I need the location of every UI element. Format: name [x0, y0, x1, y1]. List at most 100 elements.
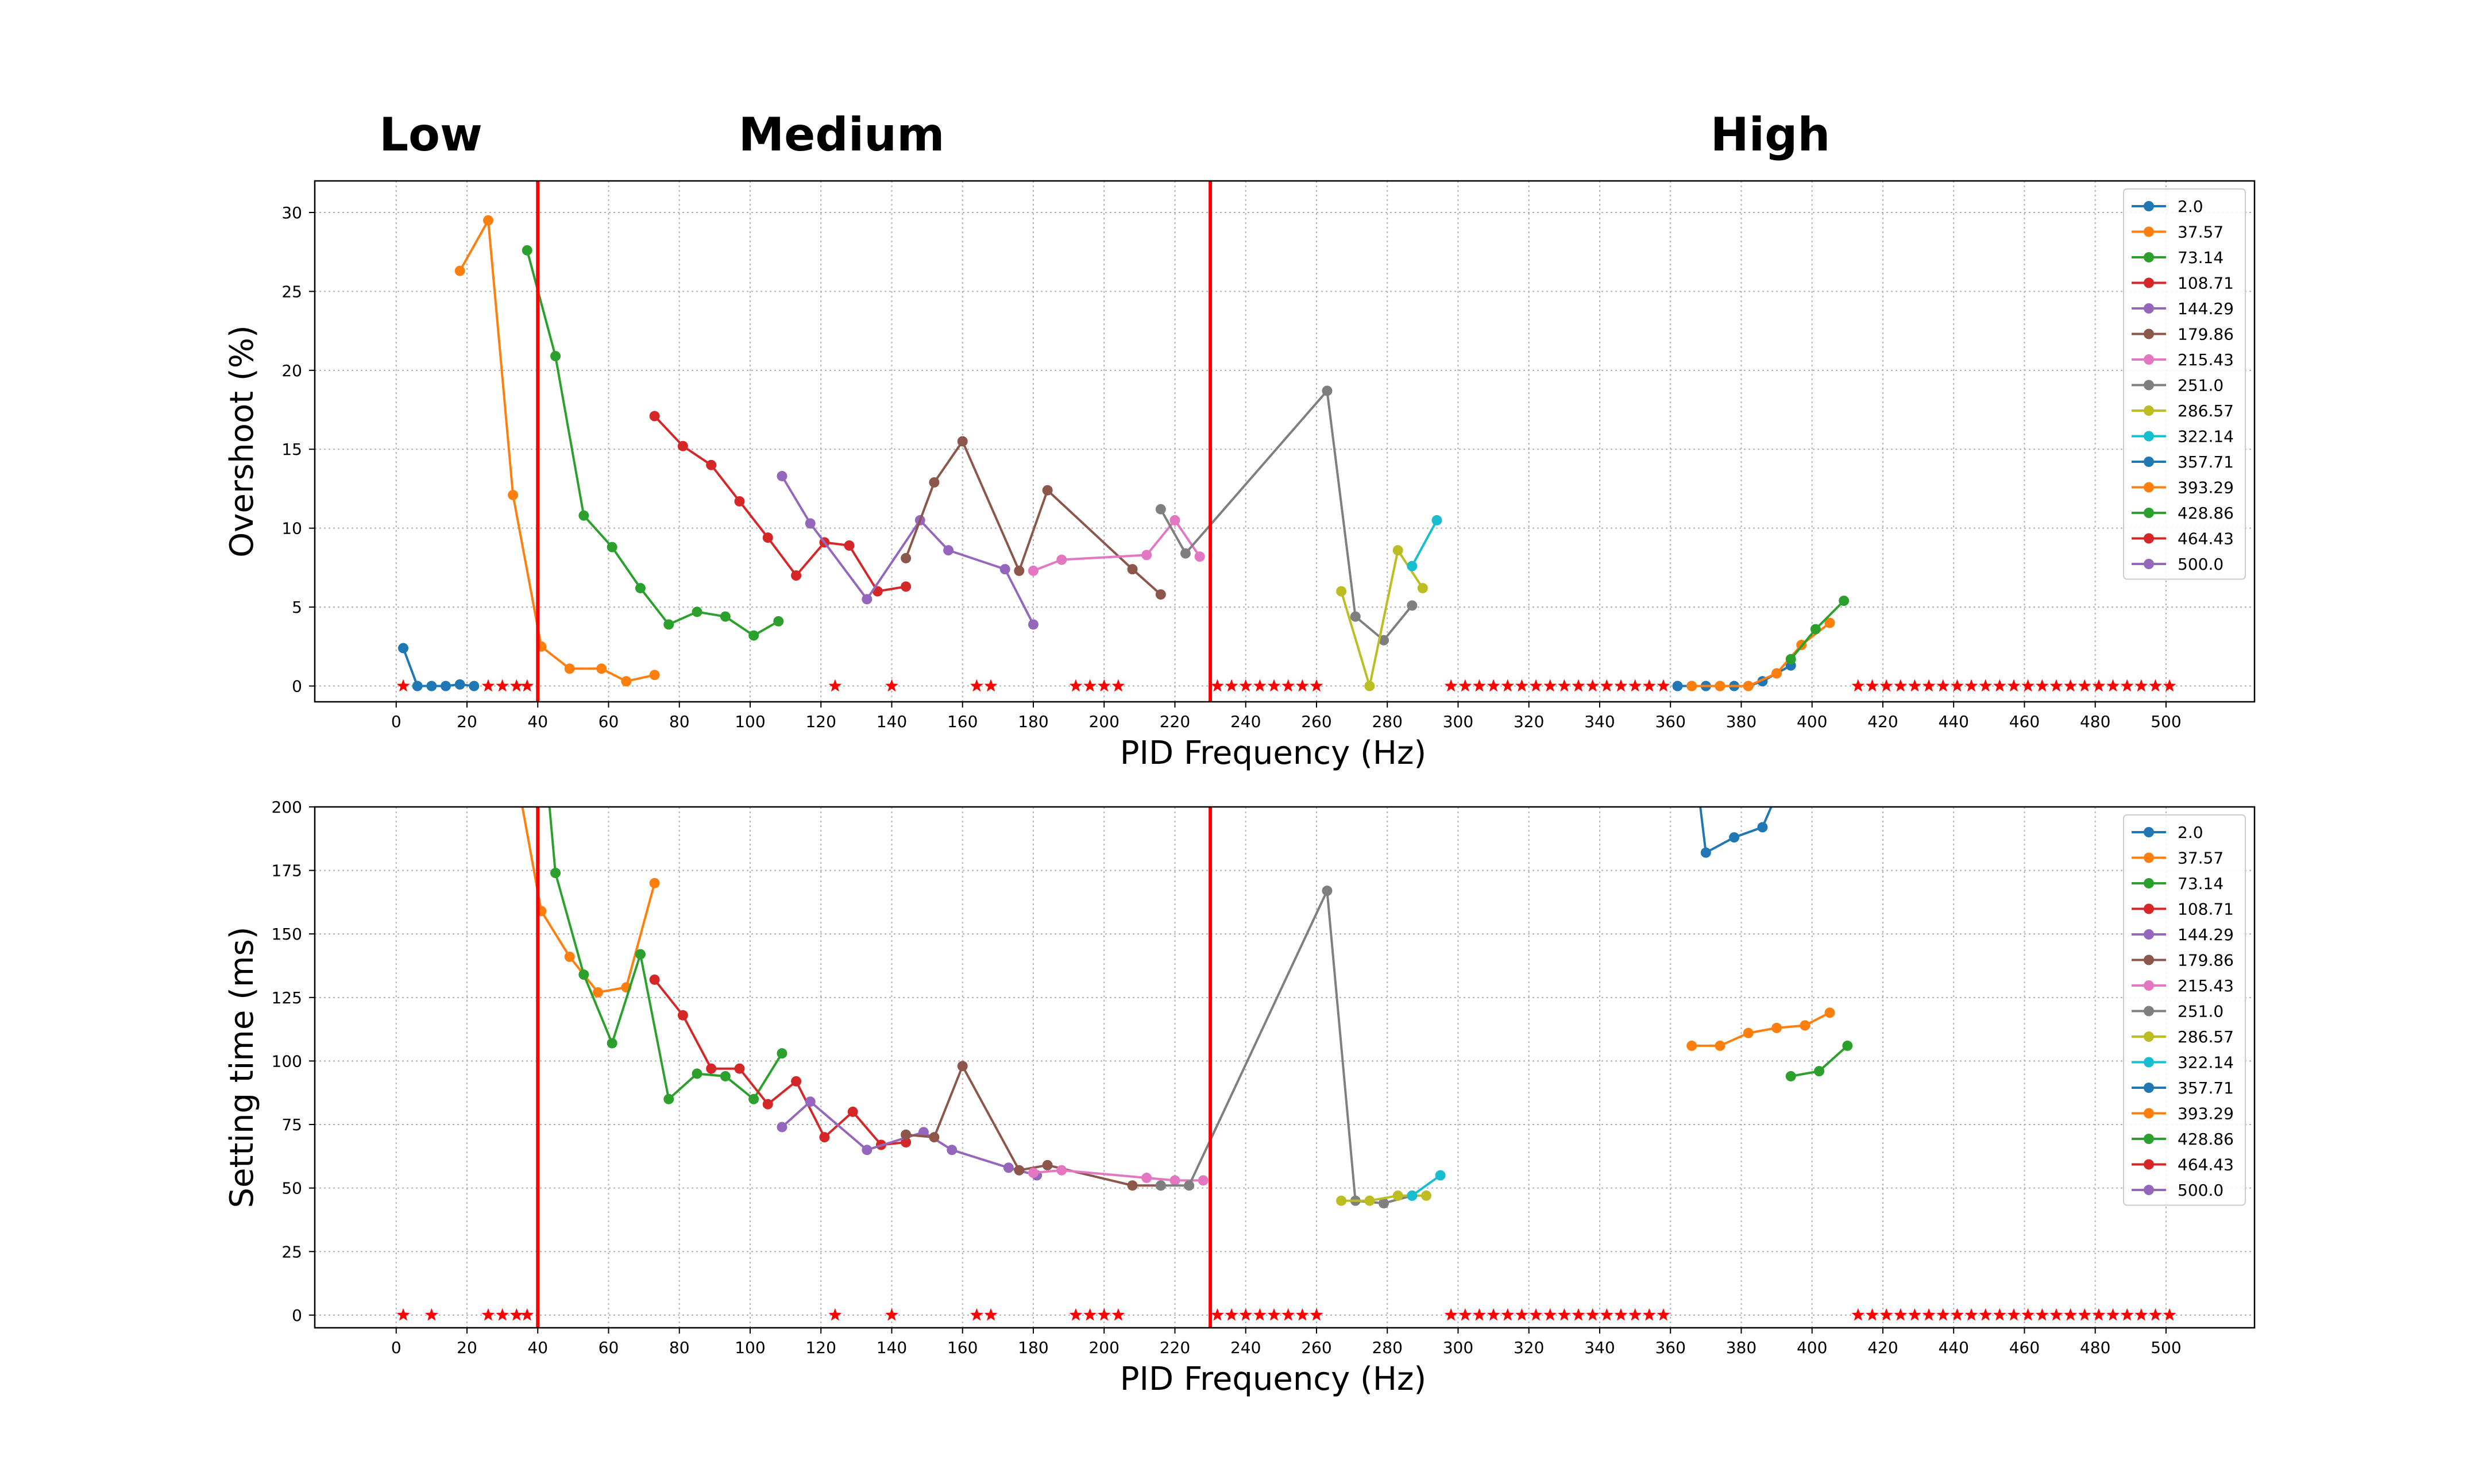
- y-axis-label: Overshoot (%): [223, 325, 261, 558]
- star-marker: [1267, 1308, 1281, 1321]
- series-point: [482, 215, 493, 226]
- star-marker: [1894, 1308, 1908, 1321]
- series-point: [1392, 1190, 1403, 1201]
- y-tick-label: 150: [272, 925, 302, 944]
- x-tick-label: 220: [1160, 1338, 1190, 1357]
- series-point: [692, 606, 702, 617]
- star-marker: [2092, 679, 2106, 692]
- series-point: [901, 1129, 912, 1140]
- series-point: [663, 619, 674, 630]
- series-point: [1198, 1175, 1209, 1186]
- series-point: [1686, 1040, 1697, 1051]
- series-point: [1364, 1195, 1375, 1206]
- legend-label: 393.29: [2178, 1104, 2234, 1123]
- star-marker: [2106, 1308, 2120, 1321]
- legend-label: 37.57: [2178, 849, 2223, 868]
- x-tick-label: 160: [947, 712, 978, 731]
- series-point: [1814, 1066, 1825, 1077]
- series-point: [1014, 1165, 1025, 1176]
- series-point: [777, 470, 788, 481]
- star-marker: [2064, 1308, 2077, 1321]
- legend-marker: [2144, 1057, 2154, 1068]
- x-tick-label: 300: [1443, 712, 1473, 731]
- legend-box: [2123, 188, 2246, 580]
- legend-marker: [2144, 252, 2154, 262]
- y-tick-label: 10: [281, 519, 302, 538]
- series-point: [1169, 515, 1180, 525]
- series-point: [1127, 1180, 1138, 1191]
- star-marker: [424, 1308, 438, 1321]
- series-point: [508, 489, 519, 500]
- series-point: [947, 1145, 958, 1155]
- series-point: [578, 510, 589, 521]
- star-marker: [1111, 679, 1125, 692]
- series-point: [847, 1106, 858, 1117]
- series-line: [548, 807, 783, 1102]
- series-point: [550, 868, 561, 879]
- legend-marker: [2144, 1031, 2154, 1042]
- series-point: [819, 1132, 830, 1143]
- x-tick-label: 460: [2009, 712, 2040, 731]
- x-tick-label: 120: [805, 712, 836, 731]
- x-axis-label: PID Frequency (Hz): [1120, 1361, 1427, 1398]
- series-point: [578, 969, 589, 980]
- series-point: [1672, 681, 1683, 691]
- legend-label: 500.0: [2178, 555, 2223, 574]
- star-marker: [2049, 1308, 2063, 1321]
- series-point: [1842, 1040, 1853, 1051]
- series-point: [1435, 1170, 1446, 1181]
- series-point: [1322, 886, 1333, 896]
- legend-label: 2.0: [2178, 823, 2203, 842]
- legend-label: 108.71: [2178, 900, 2234, 919]
- series-point: [1417, 583, 1428, 594]
- star-marker: [1950, 679, 1964, 692]
- series-point: [1194, 551, 1205, 562]
- series-point: [762, 1099, 773, 1110]
- series-point: [649, 670, 660, 681]
- x-tick-label: 340: [1584, 712, 1615, 731]
- series-point: [1155, 504, 1166, 515]
- legend-label: 73.14: [2178, 248, 2223, 267]
- star-marker: [1600, 679, 1613, 692]
- series-line: [458, 217, 655, 683]
- series-point: [1180, 548, 1191, 559]
- series-point: [1379, 635, 1389, 646]
- star-marker: [1458, 1308, 1472, 1321]
- star-marker: [2092, 1308, 2106, 1321]
- series-point: [550, 351, 561, 362]
- series-point: [543, 789, 554, 799]
- legend-label: 2.0: [2178, 197, 2203, 216]
- series-point: [522, 245, 532, 256]
- series-point: [1800, 1020, 1811, 1031]
- series-point: [762, 532, 773, 543]
- series-point: [901, 552, 912, 563]
- series-point: [1431, 515, 1442, 525]
- star-marker: [509, 679, 523, 692]
- star-marker: [1993, 1308, 2006, 1321]
- star-marker: [1310, 1308, 1323, 1321]
- star-marker: [1979, 1308, 1993, 1321]
- star-marker: [1586, 679, 1599, 692]
- star-marker: [1501, 679, 1515, 692]
- star-marker: [970, 1308, 983, 1321]
- legend-box: [2123, 814, 2246, 1206]
- legend-marker: [2144, 533, 2154, 544]
- series-point: [1686, 681, 1697, 691]
- x-tick-label: 0: [391, 1338, 402, 1357]
- star-marker: [1628, 1308, 1642, 1321]
- star-marker: [2120, 1308, 2134, 1321]
- series-point: [791, 1076, 802, 1087]
- series-point: [999, 564, 1010, 575]
- series-point: [1336, 586, 1347, 597]
- star-marker: [1097, 679, 1111, 692]
- x-tick-label: 260: [1301, 1338, 1331, 1357]
- series-point: [592, 987, 603, 998]
- x-tick-label: 260: [1301, 712, 1331, 731]
- star-marker: [1628, 679, 1642, 692]
- series-point: [1155, 589, 1166, 600]
- star-marker: [2078, 679, 2091, 692]
- series-point: [1042, 485, 1053, 496]
- x-tick-label: 500: [2151, 712, 2181, 731]
- x-tick-label: 460: [2009, 1338, 2040, 1357]
- series-point: [426, 681, 437, 691]
